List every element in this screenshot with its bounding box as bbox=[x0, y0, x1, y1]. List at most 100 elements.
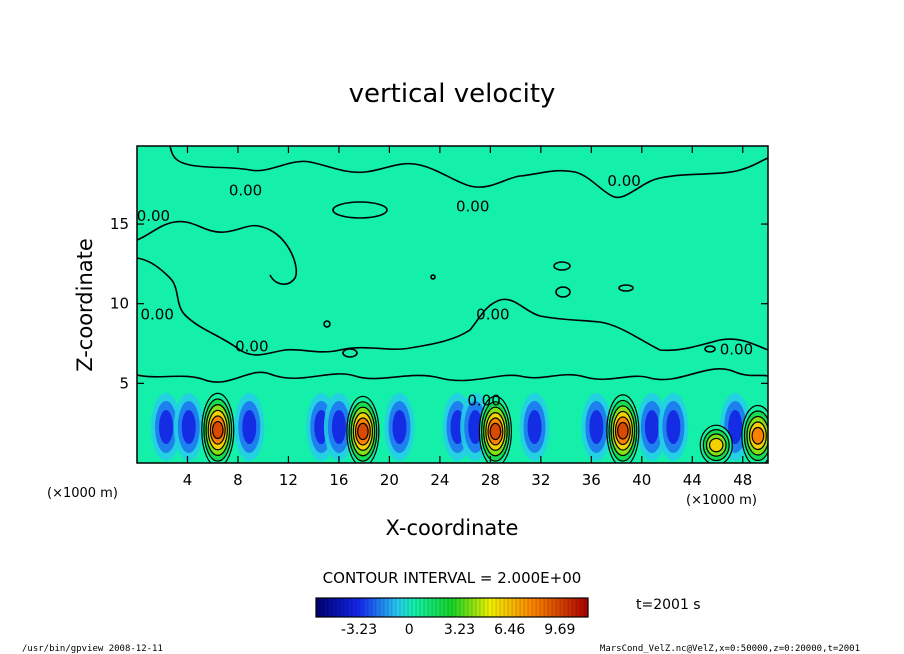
plot-frame bbox=[136, 145, 769, 464]
colorbar-segment bbox=[524, 598, 529, 617]
colorbar-tick-label: -3.23 bbox=[341, 622, 377, 638]
time-label: t=2001 s bbox=[636, 597, 701, 613]
y-axis-label: Z-coordinate bbox=[73, 238, 97, 372]
colorbar-segment bbox=[408, 598, 413, 617]
x-tick-label: 28 bbox=[481, 471, 500, 489]
colorbar-segment bbox=[528, 598, 533, 617]
contour-line bbox=[137, 257, 768, 356]
x-tick-label: 40 bbox=[632, 471, 651, 489]
updraft-region bbox=[489, 422, 502, 441]
contour-line bbox=[323, 320, 331, 328]
colorbar-segment bbox=[532, 598, 537, 617]
colorbar-segment bbox=[344, 598, 349, 617]
y-tick-label: 15 bbox=[110, 215, 129, 233]
chart-title: vertical velocity bbox=[349, 79, 556, 109]
x-tick-label: 12 bbox=[279, 471, 298, 489]
contour-label: 0.00 bbox=[235, 337, 268, 355]
colorbar-segment bbox=[412, 598, 417, 617]
colorbar-segment bbox=[572, 598, 577, 617]
colorbar-segment bbox=[484, 598, 489, 617]
colorbar-segment bbox=[372, 598, 377, 617]
colorbar-segment bbox=[456, 598, 461, 617]
colorbar-segment bbox=[536, 598, 541, 617]
colorbar-segment bbox=[548, 598, 553, 617]
contour-interval-text: CONTOUR INTERVAL = 2.000E+00 bbox=[323, 569, 582, 587]
colorbar-segment bbox=[404, 598, 409, 617]
colorbar-segment bbox=[460, 598, 465, 617]
x-tick-label: 24 bbox=[430, 471, 449, 489]
colorbar-segment bbox=[420, 598, 425, 617]
colorbar-segment bbox=[424, 598, 429, 617]
colorbar-segment bbox=[352, 598, 357, 617]
colorbar-tick-label: 9.69 bbox=[544, 622, 575, 638]
colorbar-segment bbox=[500, 598, 505, 617]
x-tick-label: 4 bbox=[183, 471, 193, 489]
x-tick-label: 44 bbox=[683, 471, 702, 489]
colorbar-tick-label: 6.46 bbox=[494, 622, 525, 638]
colorbar-segment bbox=[472, 598, 477, 617]
updraft-region bbox=[357, 422, 369, 441]
contour-label: 0.00 bbox=[229, 181, 262, 199]
downdraft-region bbox=[159, 410, 174, 444]
contour-line bbox=[137, 220, 297, 285]
contour-line bbox=[553, 261, 571, 271]
colorbar-segment bbox=[564, 598, 569, 617]
colorbar-segment bbox=[316, 598, 321, 617]
colorbar-segment bbox=[380, 598, 385, 617]
contour-label: 0.00 bbox=[607, 172, 640, 190]
colorbar-segment bbox=[560, 598, 565, 617]
x-tick-label: 20 bbox=[380, 471, 399, 489]
colorbar-segment bbox=[332, 598, 337, 617]
colorbar: -3.23 0 3.23 6.46 9.69 bbox=[315, 597, 589, 638]
x-tick-label: 16 bbox=[329, 471, 348, 489]
colorbar-segment bbox=[516, 598, 521, 617]
colorbar-segment bbox=[376, 598, 381, 617]
contour-line bbox=[169, 146, 768, 199]
colorbar-segment bbox=[452, 598, 457, 617]
colorbar-segment bbox=[584, 598, 589, 617]
downdraft-region bbox=[331, 410, 346, 444]
x-tick-label: 36 bbox=[582, 471, 601, 489]
contour-label: 0.00 bbox=[140, 306, 173, 324]
colorbar-segment bbox=[428, 598, 433, 617]
colorbar-segment bbox=[432, 598, 437, 617]
colorbar-segment bbox=[416, 598, 421, 617]
updraft-region bbox=[617, 421, 629, 440]
updraft-region bbox=[211, 420, 224, 440]
footer-left: /usr/bin/gpview 2008-12-11 bbox=[22, 644, 163, 654]
downdraft-region bbox=[589, 410, 604, 444]
contour-line bbox=[555, 286, 571, 298]
contour-label: 0.00 bbox=[720, 341, 753, 359]
contour-line bbox=[332, 201, 388, 219]
colorbar-frame bbox=[315, 597, 589, 618]
contour-line bbox=[704, 345, 716, 353]
contour-label: 0.00 bbox=[467, 392, 500, 410]
colorbar-segment bbox=[520, 598, 525, 617]
colorbar-segment bbox=[448, 598, 453, 617]
colorbar-segment bbox=[348, 598, 353, 617]
colorbar-segment bbox=[440, 598, 445, 617]
y-tick-label: 10 bbox=[110, 295, 129, 313]
colorbar-segment bbox=[468, 598, 473, 617]
colorbar-segment bbox=[400, 598, 405, 617]
colorbar-segment bbox=[360, 598, 365, 617]
colorbar-segment bbox=[340, 598, 345, 617]
colorbar-segment bbox=[488, 598, 493, 617]
contour-line bbox=[618, 284, 634, 292]
colorbar-segment bbox=[496, 598, 501, 617]
x-unit-label: (×1000 m) bbox=[47, 486, 118, 501]
colorbar-segment bbox=[324, 598, 329, 617]
colorbar-segment bbox=[504, 598, 509, 617]
colorbar-segment bbox=[384, 598, 389, 617]
colorbar-segment bbox=[388, 598, 393, 617]
updraft-region bbox=[751, 426, 765, 445]
colorbar-segment bbox=[328, 598, 333, 617]
colorbar-segment bbox=[392, 598, 397, 617]
colorbar-segment bbox=[320, 598, 325, 617]
downdraft-region bbox=[728, 410, 743, 444]
colorbar-segment bbox=[356, 598, 361, 617]
colorbar-segment bbox=[552, 598, 557, 617]
contour-label: 0.00 bbox=[456, 197, 489, 215]
colorbar-segment bbox=[436, 598, 441, 617]
